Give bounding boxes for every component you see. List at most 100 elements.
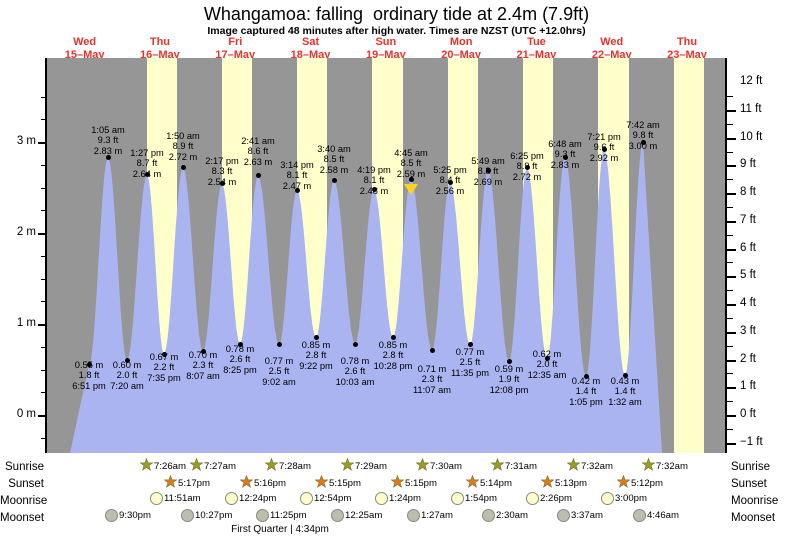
low-tide-feet: 1.4 ft — [575, 386, 597, 397]
low-tide-time: 7:35 pm — [147, 372, 181, 383]
right-axis-label-7ft: 7 ft — [740, 213, 756, 226]
sunset-event-3: 5:15pm — [391, 475, 437, 489]
sunset-time: 5:17pm — [178, 478, 210, 489]
low-tide-metres: 0.62 m — [532, 349, 562, 359]
high-tide-label-3: 2:17 pm 8.3 ft 2.54 m — [184, 156, 260, 187]
moonrise-event-1: 12:24pm — [225, 492, 276, 506]
sunrise-time: 7:29am — [355, 461, 387, 472]
high-tide-point-7 — [371, 186, 377, 192]
sunrise-event-0: 7:26am — [140, 458, 186, 472]
high-tide-feet: 9.3 ft — [554, 149, 576, 160]
left-axis-tick — [41, 256, 47, 257]
sunset-time: 5:13pm — [555, 478, 587, 489]
low-tide-label-10: 0.77 m 2.5 ft 11:35 pm — [432, 347, 508, 378]
day-header-weekday: Wed — [600, 36, 624, 48]
right-axis-label-3ft: 3 ft — [740, 324, 756, 337]
page-subtitle: Image captured 48 minutes after high wat… — [207, 25, 586, 37]
high-tide-metres: 2.48 m — [359, 185, 389, 196]
moonset-event-2: 11:25pm — [256, 509, 307, 523]
moonset-time: 12:25am — [345, 510, 383, 522]
low-tide-point-6 — [313, 335, 319, 341]
low-tide-label-11: 0.59 m 1.9 ft 12:08 pm — [471, 364, 547, 395]
left-axis-tick — [38, 142, 47, 144]
low-tide-label-7: 0.78 m 2.6 ft 10:03 am — [317, 356, 393, 387]
right-axis-tick — [727, 138, 736, 140]
high-tide-point-12 — [562, 154, 568, 160]
moonrise-time: 3:00pm — [615, 493, 647, 505]
right-axis-label-11ft: 11 ft — [740, 102, 762, 115]
right-axis-tick — [727, 346, 733, 347]
sunrise-row-label-left: Sunrise — [5, 461, 44, 473]
high-tide-label-9: 5:25 pm 8.4 ft 2.56 m — [412, 165, 488, 196]
right-axis-label-5ft: 5 ft — [740, 269, 756, 282]
left-axis-tick — [41, 301, 47, 302]
sunrise-star-icon — [265, 458, 278, 476]
high-tide-point-13 — [601, 146, 607, 152]
high-tide-label-11: 6:25 pm 8.9 ft 2.72 m — [489, 151, 565, 182]
low-tide-feet: 1.9 ft — [498, 374, 520, 385]
left-axis-label-0m: 0 m — [16, 408, 36, 420]
moonset-time: 3:37am — [571, 510, 603, 522]
left-axis-tick — [38, 415, 47, 417]
right-axis-tick — [727, 415, 736, 417]
high-tide-point-9 — [447, 179, 453, 185]
low-tide-metres: 0.55 m — [74, 360, 104, 370]
low-tide-metres: 0.78 m — [340, 356, 370, 366]
high-tide-label-8: 4:45 am 8.5 ft 2.59 m — [373, 148, 449, 179]
low-tide-metres: 0.42 m — [571, 376, 601, 386]
sunrise-star-icon — [416, 458, 429, 476]
low-tide-metres: 0.71 m — [417, 364, 447, 374]
low-tide-point-12 — [544, 356, 550, 362]
sunrise-event-7: 7:32am — [642, 458, 688, 472]
right-axis-tick — [727, 443, 736, 445]
low-tide-metres: 0.85 m — [301, 340, 331, 350]
low-tide-label-9: 0.71 m 2.3 ft 11:07 am — [394, 364, 470, 395]
low-tide-label-13: 0.42 m 1.4 ft 1:05 pm — [548, 376, 624, 407]
high-tide-feet: 8.5 ft — [400, 158, 422, 169]
sunrise-row-label-right: Sunrise — [731, 461, 770, 473]
high-tide-metres: 2.54 m — [207, 176, 237, 187]
day-header-weekday: Sun — [375, 36, 397, 48]
moonset-time: 10:27pm — [195, 510, 233, 522]
sunrise-star-icon — [642, 458, 655, 476]
moonset-event-0: 9:30pm — [105, 509, 151, 523]
sunset-event-6: 5:12pm — [617, 475, 663, 489]
low-tide-time: 9:22 pm — [299, 360, 333, 371]
day-header-weekday: Thu — [149, 36, 171, 48]
sunrise-star-icon — [341, 458, 354, 476]
low-tide-label-4: 0.78 m 2.6 ft 8:25 pm — [202, 344, 278, 375]
moonset-disc-icon — [633, 509, 646, 523]
right-axis-tick — [727, 193, 736, 195]
low-tide-feet: 2.3 ft — [421, 374, 443, 385]
right-axis-label--1ft: −1 ft — [740, 435, 763, 448]
high-tide-feet: 9.6 ft — [593, 142, 615, 153]
low-tide-metres: 0.85 m — [378, 340, 408, 350]
high-tide-metres: 2.58 m — [319, 164, 349, 175]
high-tide-point-3 — [219, 181, 225, 187]
low-tide-time: 12:35 am — [527, 369, 567, 380]
right-axis-label-0ft: 0 ft — [740, 408, 756, 420]
moonset-event-5: 2:30am — [482, 509, 528, 523]
high-tide-time: 1:50 am — [166, 131, 200, 141]
right-axis-tick — [727, 401, 733, 402]
sunrise-time: 7:26am — [154, 461, 186, 472]
high-tide-time: 6:48 am — [548, 139, 582, 149]
low-tide-point-4 — [237, 341, 243, 347]
high-tide-label-4: 2:41 am 8.6 ft 2.63 m — [220, 136, 296, 167]
low-tide-label-0: 0.55 m 1.8 ft 6:51 pm — [51, 360, 127, 391]
low-tide-label-8: 0.85 m 2.8 ft 10:28 pm — [355, 340, 431, 371]
moonset-disc-icon — [256, 509, 269, 523]
high-tide-time: 5:49 am — [471, 156, 505, 166]
high-tide-time: 1:27 pm — [130, 148, 164, 158]
right-axis-label-4ft: 4 ft — [740, 297, 756, 310]
right-axis-label-8ft: 8 ft — [740, 186, 756, 199]
sunset-time: 5:16pm — [254, 478, 286, 489]
moonrise-event-3: 1:24pm — [375, 492, 421, 506]
high-tide-metres: 2.92 m — [589, 152, 619, 163]
right-axis-tick — [727, 110, 736, 112]
moonrise-row-label-right: Moonrise — [731, 495, 779, 507]
high-tide-time: 5:25 pm — [433, 165, 467, 175]
low-tide-label-2: 0.67 m 2.2 ft 7:35 pm — [126, 352, 202, 383]
low-tide-feet: 2.6 ft — [229, 354, 251, 365]
moonset-event-3: 12:25am — [331, 509, 382, 523]
